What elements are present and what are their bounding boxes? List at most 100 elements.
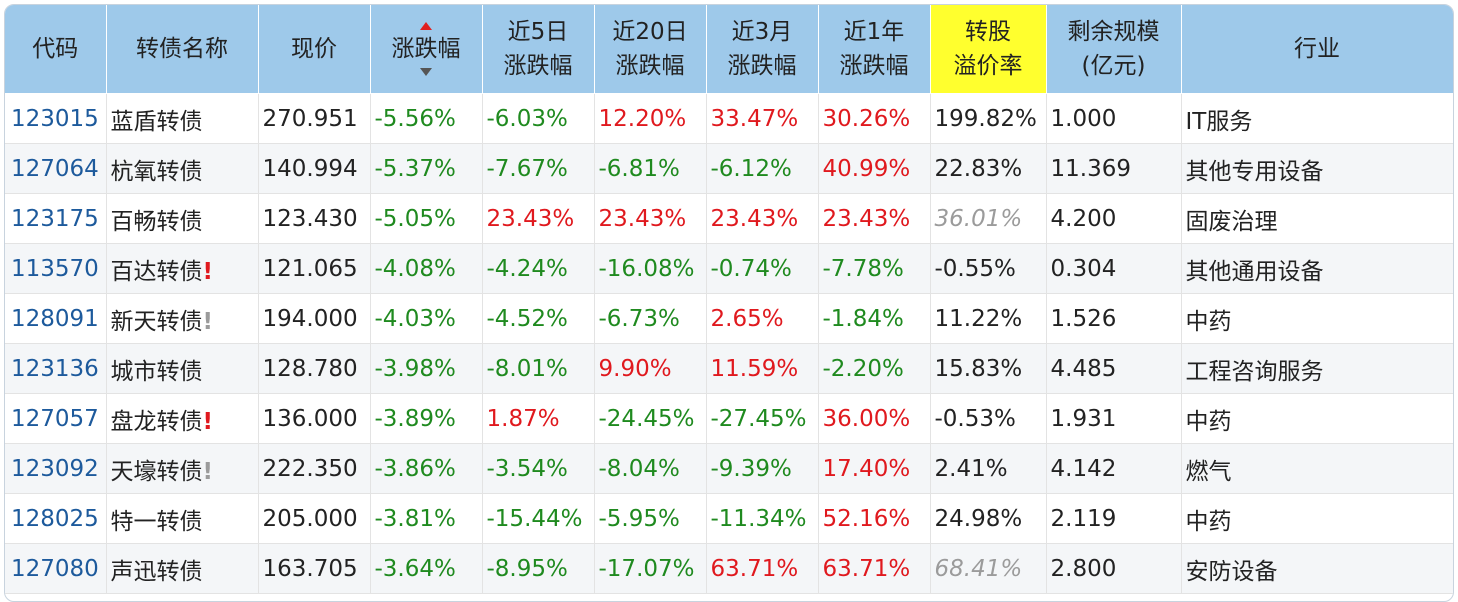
premium-cell-text: 22.83% — [934, 155, 1023, 182]
header-1y[interactable]: 近1年 涨跌幅 — [818, 5, 931, 94]
header-5d[interactable]: 近5日 涨跌幅 — [482, 5, 595, 94]
bond-name-cell[interactable]: 城市转债 — [106, 343, 259, 394]
bond-name-cell-text[interactable]: 城市转债 — [110, 358, 203, 385]
bond-code-link-text[interactable]: 128025 — [11, 505, 99, 532]
bond-code-link[interactable]: 127080 — [5, 543, 107, 594]
bond-code-link[interactable]: 128091 — [5, 293, 107, 344]
header-change[interactable]: 涨跌幅 — [370, 5, 483, 94]
bond-name-cell[interactable]: 杭氧转债 — [106, 143, 259, 194]
change-3m-cell: -11.34% — [706, 493, 819, 544]
header-scale[interactable]: 剩余规模 (亿元) — [1046, 5, 1182, 94]
header-20d[interactable]: 近20日 涨跌幅 — [594, 5, 707, 94]
industry-cell-text: IT服务 — [1185, 108, 1253, 135]
bond-name-cell-text[interactable]: 蓝盾转债 — [110, 108, 203, 135]
bond-code-link-text[interactable]: 127080 — [11, 555, 99, 582]
change-cell: -5.05% — [370, 193, 483, 244]
bond-name-cell[interactable]: 蓝盾转债 — [106, 93, 259, 144]
price-cell-text: 270.951 — [262, 105, 358, 132]
bond-name-cell[interactable]: 声迅转债 — [106, 543, 259, 594]
bond-code-link-text[interactable]: 123092 — [11, 455, 99, 482]
header-name[interactable]: 转债名称 — [106, 5, 259, 94]
bond-code-link[interactable]: 123175 — [5, 193, 107, 244]
bond-code-link[interactable]: 123092 — [5, 443, 107, 494]
table-row[interactable]: 123175 百畅转债 123.430 -5.05% 23.43% 23.43% 23.43… — [5, 193, 1453, 244]
bond-name-cell-text[interactable]: 特一转债 — [110, 508, 203, 535]
industry-cell-text: 中药 — [1185, 408, 1232, 435]
change-1y-cell-text: 52.16% — [822, 505, 911, 532]
bond-code-link[interactable]: 123015 — [5, 93, 107, 144]
change-1y-cell: 30.26% — [818, 93, 931, 144]
change-20d-cell-text: -5.95% — [598, 505, 680, 532]
bond-code-link-text[interactable]: 128091 — [11, 305, 99, 332]
bond-name-cell-text[interactable]: 新天转债 — [110, 308, 203, 335]
header-premium[interactable]: 转股 溢价率 — [930, 5, 1047, 94]
bond-name-cell[interactable]: 特一转债 — [106, 493, 259, 544]
scale-cell: 4.200 — [1046, 193, 1182, 244]
change-cell: -3.89% — [370, 393, 483, 444]
price-cell-text: 222.350 — [262, 455, 358, 482]
table-row[interactable]: 128025 特一转债 205.000 -3.81% -15.44% -5.95% -11.… — [5, 493, 1453, 544]
table-row[interactable]: 113570 百达转债! 121.065 -4.08% -4.24% -16.08% -0.… — [5, 243, 1453, 294]
header-code[interactable]: 代码 — [5, 5, 107, 94]
table-row[interactable]: 127064 杭氧转债 140.994 -5.37% -7.67% -6.81% -6.12… — [5, 143, 1453, 194]
premium-cell: -0.55% — [930, 243, 1047, 294]
change-1y-cell: 36.00% — [818, 393, 931, 444]
alert-flag-icon: ! — [202, 408, 214, 435]
premium-cell-text: 36.01% — [934, 205, 1023, 232]
header-price[interactable]: 现价 — [258, 5, 371, 94]
table-row[interactable]: 127080 声迅转债 163.705 -3.64% -8.95% -17.07% 63.7… — [5, 543, 1453, 594]
header-row: 代码 转债名称 现价 涨跌幅 近5日 涨跌幅 近20日 涨跌幅 近3月 涨跌幅 近1年… — [5, 5, 1453, 94]
bond-code-link[interactable]: 127057 — [5, 393, 107, 444]
change-cell-text: -5.56% — [374, 105, 456, 132]
bond-code-link[interactable]: 113570 — [5, 243, 107, 294]
change-cell: -3.98% — [370, 343, 483, 394]
table-row[interactable]: 127057 盘龙转债! 136.000 -3.89% 1.87% -24.45% -27.… — [5, 393, 1453, 444]
bond-code-link-text[interactable]: 123015 — [11, 105, 99, 132]
table-row[interactable]: 128091 新天转债! 194.000 -4.03% -4.52% -6.73% 2.65… — [5, 293, 1453, 344]
premium-cell: 15.83% — [930, 343, 1047, 394]
header-3m-line1: 近3月 — [731, 19, 793, 45]
table-row[interactable]: 123015 蓝盾转债 270.951 -5.56% -6.03% 12.20% 33.47… — [5, 93, 1453, 144]
change-3m-cell-text: -11.34% — [710, 505, 807, 532]
header-3m-line2: 涨跌幅 — [727, 53, 797, 79]
bond-name-cell-text[interactable]: 杭氧转债 — [110, 158, 203, 185]
bond-name-cell-text[interactable]: 声迅转债 — [110, 558, 203, 585]
change-1y-cell-text: -7.78% — [822, 255, 904, 282]
change-cell-text: -3.89% — [374, 405, 456, 432]
change-5d-cell: -15.44% — [482, 493, 595, 544]
table-row[interactable]: 123092 天壕转债! 222.350 -3.86% -3.54% -8.04% -9.3… — [5, 443, 1453, 494]
scale-cell-text: 11.369 — [1050, 155, 1131, 182]
change-20d-cell-text: -24.45% — [598, 405, 695, 432]
change-3m-cell-text: -6.12% — [710, 155, 792, 182]
bond-name-cell-text[interactable]: 百畅转债 — [110, 208, 203, 235]
bond-name-cell[interactable]: 百达转债! — [106, 243, 259, 294]
bond-name-cell[interactable]: 盘龙转债! — [106, 393, 259, 444]
alert-flag-icon: ! — [202, 308, 214, 335]
change-5d-cell-text: -8.01% — [486, 355, 568, 382]
change-20d-cell-text: 12.20% — [598, 105, 687, 132]
header-5d-line2: 涨跌幅 — [503, 53, 573, 79]
premium-cell: 68.41% — [930, 543, 1047, 594]
bond-name-cell[interactable]: 百畅转债 — [106, 193, 259, 244]
bond-name-cell-text[interactable]: 天壕转债 — [110, 458, 203, 485]
bond-code-link-text[interactable]: 127057 — [11, 405, 99, 432]
scale-cell-text: 4.200 — [1050, 205, 1117, 232]
bond-name-cell-text[interactable]: 盘龙转债 — [110, 408, 203, 435]
bond-name-cell[interactable]: 新天转债! — [106, 293, 259, 344]
header-industry[interactable]: 行业 — [1181, 5, 1453, 94]
bond-code-link-text[interactable]: 123175 — [11, 205, 99, 232]
change-cell: -5.56% — [370, 93, 483, 144]
bond-code-link-text[interactable]: 113570 — [11, 255, 99, 282]
header-3m[interactable]: 近3月涨跌幅 — [706, 5, 819, 94]
bond-name-cell-text[interactable]: 百达转债 — [110, 258, 203, 285]
header-20d-line1: 近20日 — [612, 19, 688, 45]
bond-code-link[interactable]: 127064 — [5, 143, 107, 194]
bond-code-link-text[interactable]: 127064 — [11, 155, 99, 182]
bond-code-link[interactable]: 128025 — [5, 493, 107, 544]
change-3m-cell-text: -0.74% — [710, 255, 792, 282]
bond-code-link[interactable]: 123136 — [5, 343, 107, 394]
table-row[interactable]: 123136 城市转债 128.780 -3.98% -8.01% 9.90% 11.59%… — [5, 343, 1453, 394]
industry-cell: 燃气 — [1181, 443, 1453, 494]
bond-name-cell[interactable]: 天壕转债! — [106, 443, 259, 494]
bond-code-link-text[interactable]: 123136 — [11, 355, 99, 382]
